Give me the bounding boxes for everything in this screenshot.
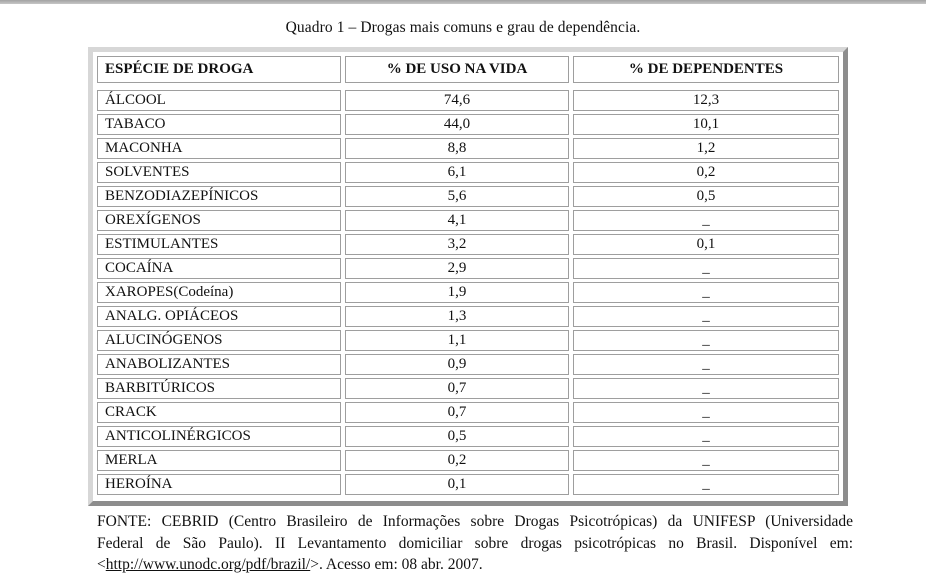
table-cell-droga: MACONHA xyxy=(97,138,341,159)
source-note-line-2: Federal de São Paulo). II Levantamento d… xyxy=(97,534,853,552)
table-cell-uso: 0,7 xyxy=(345,378,569,399)
column-header-uso-na-vida: % DE USO NA VIDA xyxy=(345,56,569,83)
table-cell-dependentes: _ xyxy=(573,306,839,327)
table-cell-uso: 74,6 xyxy=(345,90,569,111)
table-cell-droga: ÁLCOOL xyxy=(97,90,341,111)
table-cell-droga: ANTICOLINÉRGICOS xyxy=(97,426,341,447)
table-row: SOLVENTES 6,1 0,2 xyxy=(97,162,839,183)
table-row: XAROPES(Codeína) 1,9 _ xyxy=(97,282,839,303)
table-cell-uso: 8,8 xyxy=(345,138,569,159)
table-cell-dependentes: _ xyxy=(573,210,839,231)
table-cell-dependentes: _ xyxy=(573,258,839,279)
table-cell-uso: 2,9 xyxy=(345,258,569,279)
table-cell-droga: HEROÍNA xyxy=(97,474,341,495)
table-cell-uso: 5,6 xyxy=(345,186,569,207)
source-url-link[interactable]: http://www.unodc.org/pdf/brazil/ xyxy=(105,556,311,573)
table-cell-uso: 0,9 xyxy=(345,354,569,375)
table-header-row: ESPÉCIE DE DROGA % DE USO NA VIDA % DE D… xyxy=(97,56,839,83)
source-note-line-1: FONTE: CEBRID (Centro Brasileiro de Info… xyxy=(97,513,853,530)
column-header-especie-de-droga: ESPÉCIE DE DROGA xyxy=(97,56,341,83)
table-cell-dependentes: 0,5 xyxy=(573,186,839,207)
table-cell-droga: ALUCINÓGENOS xyxy=(97,330,341,351)
table-cell-dependentes: _ xyxy=(573,402,839,423)
table-cell-dependentes: 10,1 xyxy=(573,114,839,135)
url-bracket-open: < xyxy=(97,556,106,573)
table-row: ANABOLIZANTES 0,9 _ xyxy=(97,354,839,375)
table-cell-dependentes: 0,2 xyxy=(573,162,839,183)
table-row: OREXÍGENOS 4,1 _ xyxy=(97,210,839,231)
window-edge-bar xyxy=(0,0,926,4)
table-cell-dependentes: 12,3 xyxy=(573,90,839,111)
table-cell-dependentes: _ xyxy=(573,282,839,303)
table-row: BENZODIAZEPÍNICOS 5,6 0,5 xyxy=(97,186,839,207)
table-cell-uso: 1,9 xyxy=(345,282,569,303)
quadro-table: ESPÉCIE DE DROGA % DE USO NA VIDA % DE D… xyxy=(88,47,848,506)
table-cell-droga: SOLVENTES xyxy=(97,162,341,183)
table-cell-uso: 0,7 xyxy=(345,402,569,423)
table-cell-uso: 6,1 xyxy=(345,162,569,183)
table-row: HEROÍNA 0,1 _ xyxy=(97,474,839,495)
table-cell-uso: 0,2 xyxy=(345,450,569,471)
table-cell-droga: BENZODIAZEPÍNICOS xyxy=(97,186,341,207)
table-row: ANTICOLINÉRGICOS 0,5 _ xyxy=(97,426,839,447)
table-row: BARBITÚRICOS 0,7 _ xyxy=(97,378,839,399)
table-row: ÁLCOOL 74,6 12,3 xyxy=(97,90,839,111)
table-cell-uso: 44,0 xyxy=(345,114,569,135)
source-note-line-3: <http://www.unodc.org/pdf/brazil/>. Aces… xyxy=(97,554,853,576)
table-cell-droga: ANALG. OPIÁCEOS xyxy=(97,306,341,327)
table-cell-uso: 4,1 xyxy=(345,210,569,231)
table-cell-dependentes: 0,1 xyxy=(573,234,839,255)
table-cell-droga: ESTIMULANTES xyxy=(97,234,341,255)
source-note: FONTE: CEBRID (Centro Brasileiro de Info… xyxy=(97,511,853,576)
table-cell-uso: 0,5 xyxy=(345,426,569,447)
access-date-text: >. Acesso em: 08 abr. 2007. xyxy=(310,556,483,573)
column-header-dependentes: % DE DEPENDENTES xyxy=(573,56,839,83)
table-cell-dependentes: 1,2 xyxy=(573,138,839,159)
table-body: ÁLCOOL 74,6 12,3 TABACO 44,0 10,1 MACONHA 8,8 1,… xyxy=(97,90,839,495)
table-cell-droga: ANABOLIZANTES xyxy=(97,354,341,375)
table-row: TABACO 44,0 10,1 xyxy=(97,114,839,135)
table-cell-droga: CRACK xyxy=(97,402,341,423)
table-row: COCAÍNA 2,9 _ xyxy=(97,258,839,279)
table-row: ALUCINÓGENOS 1,1 _ xyxy=(97,330,839,351)
table-cell-uso: 0,1 xyxy=(345,474,569,495)
table-cell-dependentes: _ xyxy=(573,378,839,399)
table-cell-dependentes: _ xyxy=(573,450,839,471)
table-row: ESTIMULANTES 3,2 0,1 xyxy=(97,234,839,255)
table-cell-droga: XAROPES(Codeína) xyxy=(97,282,341,303)
table-cell-droga: OREXÍGENOS xyxy=(97,210,341,231)
table-cell-uso: 1,3 xyxy=(345,306,569,327)
table-cell-droga: BARBITÚRICOS xyxy=(97,378,341,399)
table-cell-dependentes: _ xyxy=(573,426,839,447)
table-row: MERLA 0,2 _ xyxy=(97,450,839,471)
table-cell-dependentes: _ xyxy=(573,330,839,351)
table-row: ANALG. OPIÁCEOS 1,3 _ xyxy=(97,306,839,327)
table-cell-droga: MERLA xyxy=(97,450,341,471)
table-cell-uso: 3,2 xyxy=(345,234,569,255)
table-caption: Quadro 1 – Drogas mais comuns e grau de … xyxy=(285,19,641,36)
table-cell-dependentes: _ xyxy=(573,354,839,375)
table-cell-droga: TABACO xyxy=(97,114,341,135)
table-cell-droga: COCAÍNA xyxy=(97,258,341,279)
table-row: MACONHA 8,8 1,2 xyxy=(97,138,839,159)
table-cell-uso: 1,1 xyxy=(345,330,569,351)
table-cell-dependentes: _ xyxy=(573,474,839,495)
table-row: CRACK 0,7 _ xyxy=(97,402,839,423)
